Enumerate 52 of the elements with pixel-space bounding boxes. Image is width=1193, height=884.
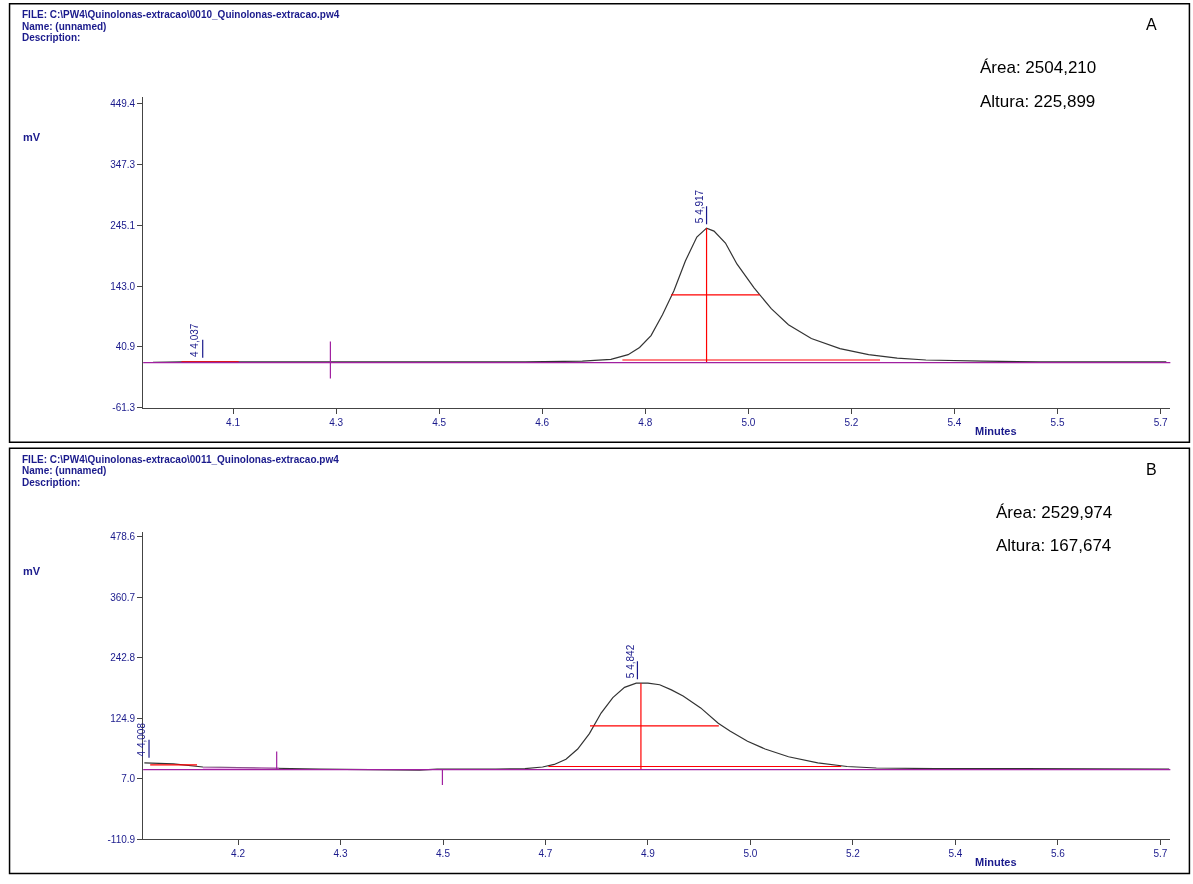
- x-tick-label: 5.4: [948, 848, 963, 860]
- x-tick-label: 4.6: [535, 416, 550, 428]
- y-tick-label: 347.3: [110, 158, 136, 170]
- x-tick-label: 5.5: [1050, 416, 1065, 428]
- x-tick-label: 5.2: [845, 848, 861, 860]
- y-tick-label: 245.1: [110, 219, 136, 231]
- x-tick-label: 5.7: [1153, 848, 1168, 860]
- x-tick-label: 4.7: [538, 848, 553, 860]
- y-tick-label: 478.6: [110, 530, 136, 542]
- y-axis-title: mV: [23, 565, 41, 577]
- x-tick-label: 5.0: [741, 416, 756, 428]
- x-tick-label: 4.3: [333, 848, 348, 860]
- y-tick-label: 124.9: [110, 712, 136, 724]
- x-tick-label: 4.2: [231, 848, 246, 860]
- y-tick-label: 40.9: [115, 341, 136, 353]
- x-tick-label: 4.5: [436, 848, 451, 860]
- x-tick-label: 4.3: [329, 416, 344, 428]
- chart-subtitle: Name: (unnamed): [22, 465, 107, 476]
- y-tick-label: -61.3: [112, 402, 136, 414]
- x-tick-label: 5.4: [947, 416, 962, 428]
- x-tick-label: 4.5: [432, 416, 447, 428]
- y-tick-label: -110.9: [107, 833, 136, 845]
- x-tick-label: 5.7: [1153, 416, 1168, 428]
- text: Área: 2529,974: [996, 503, 1113, 522]
- chart-title: FILE: C:\PW4\Quinolonas-extracao\0011_Quinolonas-extracao.pw4: [22, 454, 340, 465]
- text: Description:: [22, 32, 81, 43]
- text: Área: 2504,210: [980, 58, 1097, 77]
- text: B: [1146, 461, 1157, 478]
- y-axis-title: mV: [23, 131, 41, 143]
- annotation: 4 4,037: [189, 323, 201, 358]
- annotation: Altura: 225,899: [980, 92, 1096, 111]
- annotation: 5 4,917: [693, 189, 705, 224]
- x-tick-label: 4.8: [638, 416, 653, 428]
- chart-subtitle: Name: (unnamed): [22, 21, 107, 32]
- x-tick-label: 5.0: [743, 848, 758, 860]
- text: Description:: [22, 477, 81, 488]
- y-tick-label: 7.0: [121, 773, 136, 785]
- chart-title: FILE: C:\PW4\Quinolonas-extracao\0010_Quinolonas-extracao.pw4: [22, 9, 340, 20]
- x-tick-label: 5.6: [1050, 848, 1066, 860]
- x-axis-title: Minutes: [975, 425, 1017, 437]
- annotation: 4 4,008: [135, 722, 147, 757]
- annotation: Altura: 167,674: [996, 536, 1112, 555]
- y-tick-label: 449.4: [110, 97, 136, 109]
- x-tick-label: 4.9: [641, 848, 656, 860]
- x-axis-title: Minutes: [975, 856, 1017, 868]
- x-tick-label: 5.2: [844, 416, 859, 428]
- y-tick-label: 143.0: [110, 280, 136, 292]
- y-tick-label: 360.7: [110, 591, 136, 603]
- annotation: 5 4,842: [624, 644, 636, 679]
- text: A: [1146, 16, 1157, 33]
- y-tick-label: 242.8: [110, 652, 136, 664]
- x-tick-label: 4.1: [226, 416, 241, 428]
